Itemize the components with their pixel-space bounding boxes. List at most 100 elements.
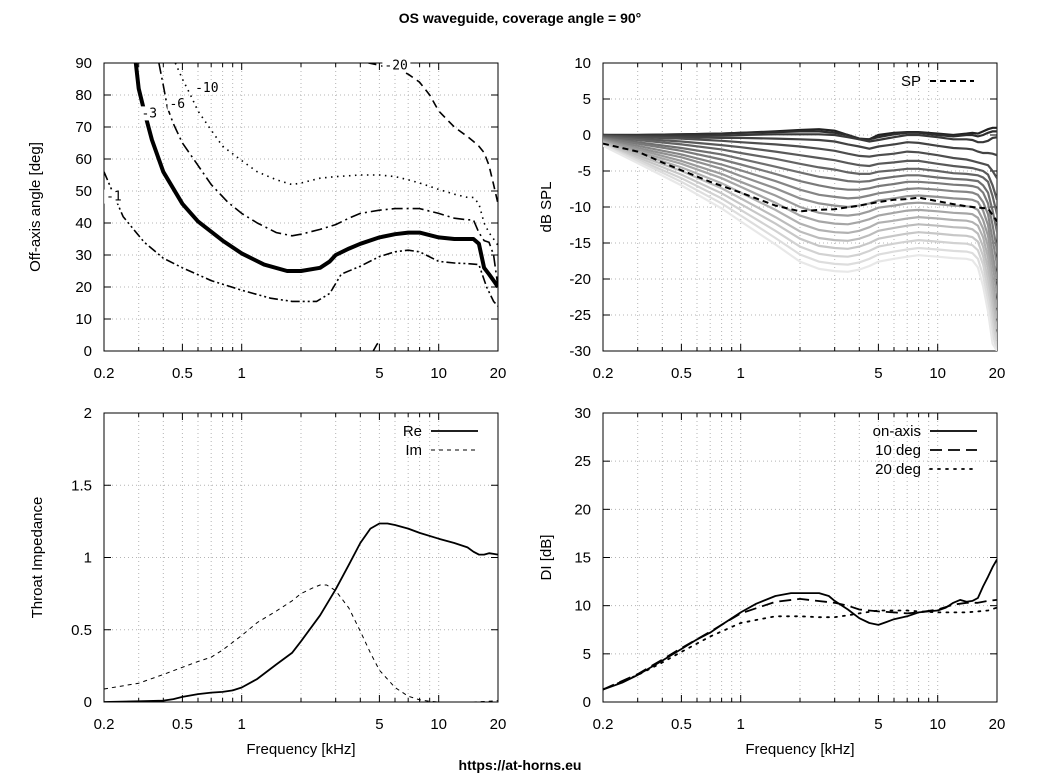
footer-url: https://at-horns.eu: [459, 757, 582, 773]
series-line-angle-5: [603, 130, 997, 141]
series-line-Re: [104, 522, 498, 702]
y-tick-label: 20: [574, 501, 591, 518]
contour-label-bg: [104, 189, 125, 204]
x-tick-label: 5: [874, 365, 882, 382]
series-line-angle-75: [603, 142, 997, 341]
chart-panel-contour: 0.2 0.5 1 5 10 20 0 10 20 30 40 50 60 70 80 90 Off-axis …: [27, 55, 506, 382]
series-line-20-deg: [603, 606, 997, 691]
x-tick-label: 0.5: [671, 365, 692, 382]
legend-label: Re: [403, 423, 422, 440]
plot-area: [603, 126, 997, 351]
chart-panel-spl: 0.2 0.5 1 5 10 20 -30 -25 -20 -15 -10 -5 0 5 10 dB SPL S…: [538, 55, 1005, 382]
series-line-angle-50: [603, 138, 997, 280]
x-tick-label: 10: [430, 716, 447, 733]
x-tick-label: 1: [238, 716, 246, 733]
y-tick-label: 5: [583, 91, 591, 108]
x-tick-label: 0.2: [593, 716, 614, 733]
series-line-10-deg: [603, 598, 997, 691]
series-line--6: [158, 63, 498, 288]
y-tick-label: 10: [574, 598, 591, 615]
series-line-angle-80: [603, 143, 997, 348]
series-line-sp: [603, 142, 997, 222]
series-line-angle-10: [603, 133, 997, 144]
contour-label-bg: [193, 80, 222, 95]
series-line--20: [368, 63, 498, 204]
x-tick-label: 20: [989, 716, 1006, 733]
y-tick-label: -5: [578, 163, 591, 180]
series-line-angle-90: [603, 144, 997, 351]
x-tick-label: 5: [375, 365, 383, 382]
x-axis-label: Frequency [kHz]: [745, 741, 854, 758]
legend-label: 10 deg: [875, 442, 921, 459]
contour-label: -3: [141, 106, 157, 121]
x-tick-label: 0.2: [94, 365, 115, 382]
chart-panel-impedance: 0.2 0.5 1 5 10 20 0 0.5 1 1.5 2 Throat Impedance Fre…: [29, 405, 506, 758]
y-tick-label: 0.5: [71, 622, 92, 639]
y-tick-label: 2: [84, 405, 92, 422]
contour-label-bg: [139, 106, 160, 121]
y-tick-label: 10: [574, 55, 591, 72]
x-tick-label: 20: [490, 716, 507, 733]
legend-label: SP: [901, 73, 921, 90]
series-line-angle-65: [603, 141, 997, 319]
series-line-angle-30: [603, 136, 997, 215]
series-line-angle-85: [603, 144, 997, 351]
x-tick-label: 0.5: [671, 716, 692, 733]
y-tick-label: 40: [75, 215, 92, 232]
contour-label: -6: [169, 97, 185, 112]
y-tick-label: 30: [75, 247, 92, 264]
y-axis-label: dB SPL: [538, 182, 555, 233]
y-tick-label: 80: [75, 87, 92, 104]
y-tick-label: 15: [574, 550, 591, 567]
y-tick-label: 90: [75, 55, 92, 72]
x-tick-label: 0.5: [172, 365, 193, 382]
series-line-angle-70: [603, 141, 997, 330]
y-tick-label: 0: [84, 694, 92, 711]
contour-label-bg: [167, 96, 188, 111]
x-tick-label: 1: [737, 365, 745, 382]
y-tick-label: 20: [75, 279, 92, 296]
series-line--1: [104, 171, 498, 307]
series-line-angle-45: [603, 138, 997, 265]
x-tick-label: 5: [874, 716, 882, 733]
x-tick-label: 0.5: [172, 716, 193, 733]
y-tick-label: 30: [574, 405, 591, 422]
x-tick-label: 0.2: [94, 716, 115, 733]
series-line-angle-15: [603, 134, 997, 157]
y-tick-label: -25: [569, 307, 591, 324]
legend-label: on-axis: [873, 423, 921, 440]
x-tick-label: 10: [430, 365, 447, 382]
figure-title: OS waveguide, coverage angle = 90°: [399, 10, 642, 26]
plot-area: [104, 63, 498, 351]
series-line-angle-40: [603, 137, 997, 251]
y-tick-label: 5: [583, 646, 591, 663]
x-axis-label: Frequency [kHz]: [246, 741, 355, 758]
y-axis-label: Throat Impedance: [29, 497, 46, 619]
plot-area: [104, 522, 498, 702]
y-tick-label: -15: [569, 235, 591, 252]
y-tick-label: 0: [583, 694, 591, 711]
y-tick-label: -10: [569, 199, 591, 216]
legend-label: Im: [405, 442, 422, 459]
y-tick-label: 25: [574, 453, 591, 470]
y-tick-label: 70: [75, 119, 92, 136]
x-tick-label: 10: [929, 716, 946, 733]
series-line-angle-55: [603, 139, 997, 294]
y-tick-label: 1.5: [71, 477, 92, 494]
x-tick-label: 1: [238, 365, 246, 382]
series-line--10: [174, 63, 498, 246]
x-tick-label: 10: [929, 365, 946, 382]
contour-label: -10: [195, 81, 218, 96]
contour-label: -20: [384, 58, 407, 73]
legend-label: 20 deg: [875, 461, 921, 478]
y-tick-label: -20: [569, 271, 591, 288]
y-tick-label: -30: [569, 343, 591, 360]
x-tick-label: 20: [490, 365, 507, 382]
series-line-Im: [104, 584, 498, 702]
x-tick-label: 20: [989, 365, 1006, 382]
y-tick-label: 0: [84, 343, 92, 360]
y-tick-label: 10: [75, 311, 92, 328]
y-tick-label: 60: [75, 151, 92, 168]
y-axis-label: DI [dB]: [538, 535, 555, 581]
y-tick-label: 50: [75, 183, 92, 200]
